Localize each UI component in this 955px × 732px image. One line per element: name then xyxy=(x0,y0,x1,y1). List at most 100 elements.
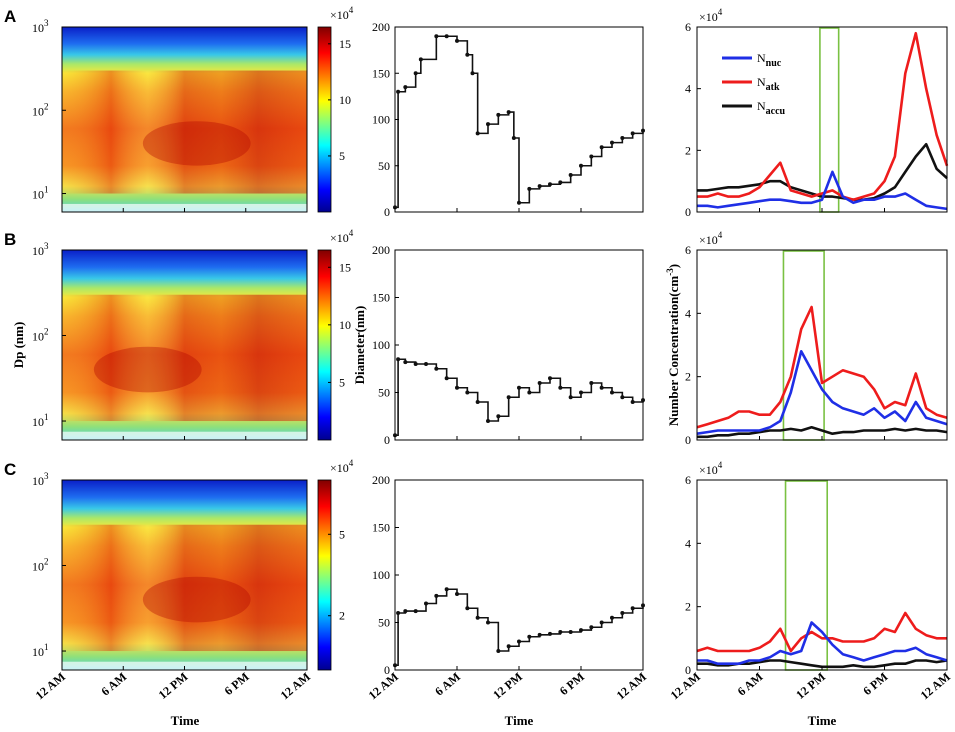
conc-axes-frame xyxy=(696,479,948,671)
colorbar-tick-label: 5 xyxy=(339,375,345,389)
diameter-ytick-label: 150 xyxy=(372,291,390,305)
psd-ytick-label: 103 xyxy=(32,18,49,35)
xtick-label: 6 AM xyxy=(98,670,129,699)
diameter-ytick-label: 100 xyxy=(372,338,390,352)
diameter-point xyxy=(424,362,428,366)
diameter-point xyxy=(610,615,614,620)
colorbar-tick-label: 15 xyxy=(339,260,351,274)
x-axis-label: Time xyxy=(808,713,837,728)
diameter-series-line xyxy=(395,588,644,667)
colorbar-tick-label: 2 xyxy=(339,609,345,623)
diameter-point xyxy=(517,639,521,644)
diameter-point xyxy=(393,205,397,210)
diameter-point xyxy=(413,362,418,366)
diameter-ytick-label: 0 xyxy=(384,663,390,677)
diameter-point xyxy=(475,131,480,136)
legend-label: Nnuc xyxy=(757,51,782,69)
diameter-point xyxy=(589,381,594,385)
conc-multiplier: ×104 xyxy=(699,230,723,247)
diameter-point xyxy=(511,136,516,140)
diameter-point xyxy=(396,89,401,94)
diameter-ytick-label: 100 xyxy=(372,568,390,582)
conc-series-natk xyxy=(696,305,948,429)
colorbar xyxy=(317,26,332,213)
diameter-point xyxy=(527,390,532,395)
xtick-label: 12 PM xyxy=(793,670,828,702)
diameter-point xyxy=(470,71,475,76)
diameter-point xyxy=(486,419,490,423)
diameter-point xyxy=(444,34,449,39)
xtick-label: 12 PM xyxy=(156,670,191,702)
diameter-ytick-label: 150 xyxy=(372,521,390,535)
diameter-series-line xyxy=(395,358,644,437)
conc-ytick-label: 4 xyxy=(685,306,691,320)
diameter-point xyxy=(465,390,470,395)
xtick-label: 6 AM xyxy=(432,670,463,699)
diameter-point xyxy=(630,400,635,404)
diameter-point xyxy=(579,628,583,633)
diameter-ylabel: Diameter(nm) xyxy=(352,306,367,385)
psd-peak-region xyxy=(142,576,251,623)
psd-ytick-label: 102 xyxy=(32,101,49,118)
panel-label: B xyxy=(4,230,16,249)
psd-ytick-label: 101 xyxy=(32,642,49,659)
event-highlight-box xyxy=(819,27,840,213)
xtick-label: 12 AM xyxy=(614,670,649,703)
diameter-point xyxy=(537,632,542,637)
diameter-ytick-label: 100 xyxy=(372,113,390,127)
diameter-point xyxy=(455,592,459,596)
diameter-point xyxy=(455,38,459,43)
diameter-point xyxy=(537,381,542,385)
diameter-point xyxy=(475,615,480,620)
diameter-point xyxy=(506,644,511,649)
diameter-point xyxy=(548,182,552,187)
diameter-point xyxy=(620,136,625,140)
conc-ytick-label: 4 xyxy=(685,82,691,96)
diameter-point xyxy=(434,366,439,371)
psd-peak-region xyxy=(93,346,202,393)
colorbar-tick-label: 5 xyxy=(339,149,345,163)
xtick-label: 6 AM xyxy=(735,670,766,699)
conc-ytick-label: 4 xyxy=(685,536,691,550)
conc-ytick-label: 0 xyxy=(685,663,691,677)
conc-ytick-label: 2 xyxy=(685,370,691,384)
diameter-point xyxy=(589,625,594,630)
conc-series-natk xyxy=(696,611,947,653)
xtick-label: 6 PM xyxy=(221,670,251,699)
diameter-point xyxy=(393,433,397,438)
panel-label: C xyxy=(4,460,16,479)
diameter-point xyxy=(455,385,459,390)
diameter-point xyxy=(610,140,614,145)
diameter-point xyxy=(465,606,470,611)
diameter-point xyxy=(506,110,511,115)
diameter-ytick-label: 50 xyxy=(378,159,390,173)
diameter-point xyxy=(527,186,532,191)
diameter-point xyxy=(579,390,583,395)
diameter-point xyxy=(579,163,583,168)
psd-ylabel: Dp (nm) xyxy=(11,322,26,369)
psd-noise-floor xyxy=(62,203,307,212)
diameter-point xyxy=(537,184,542,189)
psd-noise-floor xyxy=(62,431,307,440)
colorbar-multiplier: ×104 xyxy=(330,228,354,245)
psd-peak-region xyxy=(142,121,251,166)
diameter-point xyxy=(403,360,408,365)
diameter-point xyxy=(610,390,614,395)
diameter-ytick-label: 0 xyxy=(384,433,390,447)
colorbar-tick-label: 5 xyxy=(339,527,345,541)
diameter-ytick-label: 200 xyxy=(372,243,390,257)
conc-series-nnuc xyxy=(697,621,948,666)
xtick-label: 6 PM xyxy=(557,670,587,699)
diameter-ytick-label: 0 xyxy=(384,205,390,219)
xtick-label: 12 AM xyxy=(33,670,68,703)
diameter-ytick-label: 200 xyxy=(372,20,390,34)
colorbar xyxy=(317,249,332,441)
diameter-point xyxy=(393,663,397,668)
colorbar xyxy=(317,479,332,671)
xtick-label: 12 AM xyxy=(278,670,313,703)
diameter-ytick-label: 50 xyxy=(378,386,390,400)
conc-ytick-label: 0 xyxy=(685,433,691,447)
diameter-ytick-label: 200 xyxy=(372,473,390,487)
